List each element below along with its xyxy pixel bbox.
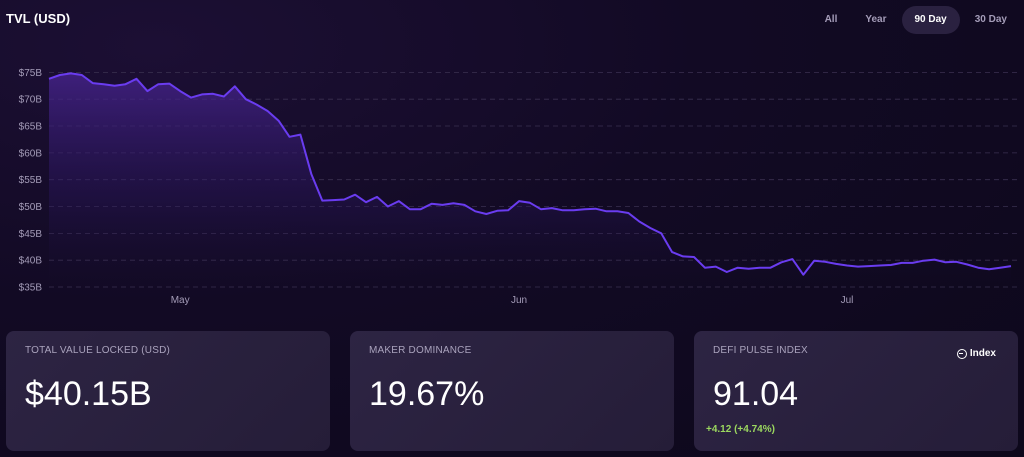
defi-pulse-index-change: +4.12 (+4.74%)	[706, 424, 775, 435]
maker-dominance-label: MAKER DOMINANCE	[369, 345, 472, 356]
defi-pulse-index-card: DEFI PULSE INDEX Index 91.04 +4.12 (+4.7…	[694, 331, 1018, 451]
tvl-chart: $75B $70B $65B $60B $55B $50B $45B $40B $35B May J…	[19, 68, 1020, 306]
chart-title: TVL (USD)	[6, 11, 71, 26]
tvl-card: TOTAL VALUE LOCKED (USD) $40.15B	[6, 331, 330, 451]
tvl-card-label: TOTAL VALUE LOCKED (USD)	[25, 345, 171, 356]
index-change-percent: (+4.74%)	[734, 424, 775, 435]
y-tick-label: $65B	[19, 122, 43, 133]
index-badge-label: Index	[969, 348, 996, 359]
y-tick-label: $35B	[19, 283, 43, 294]
index-change-value: +4.12	[706, 424, 732, 435]
y-tick-label: $45B	[19, 229, 43, 240]
y-tick-label: $50B	[19, 202, 43, 213]
tab-year[interactable]: Year	[865, 14, 887, 25]
y-tick-label: $55B	[19, 175, 43, 186]
defi-pulse-index-label: DEFI PULSE INDEX	[713, 345, 808, 356]
defi-pulse-index-value: 91.04	[713, 375, 799, 413]
y-tick-label: $75B	[19, 68, 43, 79]
y-tick-label: $70B	[19, 95, 43, 106]
y-tick-label: $60B	[19, 148, 43, 159]
maker-dominance-card: MAKER DOMINANCE 19.67%	[350, 331, 674, 451]
stats-cards: TOTAL VALUE LOCKED (USD) $40.15B MAKER D…	[6, 331, 1018, 451]
x-tick-label: May	[171, 295, 190, 306]
index-badge[interactable]: Index	[956, 348, 996, 359]
tab-30-day[interactable]: 30 Day	[974, 14, 1007, 25]
tvl-card-value: $40.15B	[25, 375, 152, 413]
range-selector: All Year 90 Day 30 Day	[812, 6, 1020, 34]
y-tick-label: $40B	[19, 256, 43, 267]
x-tick-label: Jul	[841, 295, 854, 306]
tab-all[interactable]: All	[824, 14, 838, 25]
maker-dominance-value: 19.67%	[369, 375, 485, 413]
tvl-series-line[interactable]	[48, 72, 1012, 276]
tvl-area	[49, 73, 1011, 288]
x-tick-label: Jun	[511, 295, 527, 306]
tab-90-day[interactable]: 90 Day	[901, 6, 960, 34]
index-icon	[956, 348, 967, 359]
